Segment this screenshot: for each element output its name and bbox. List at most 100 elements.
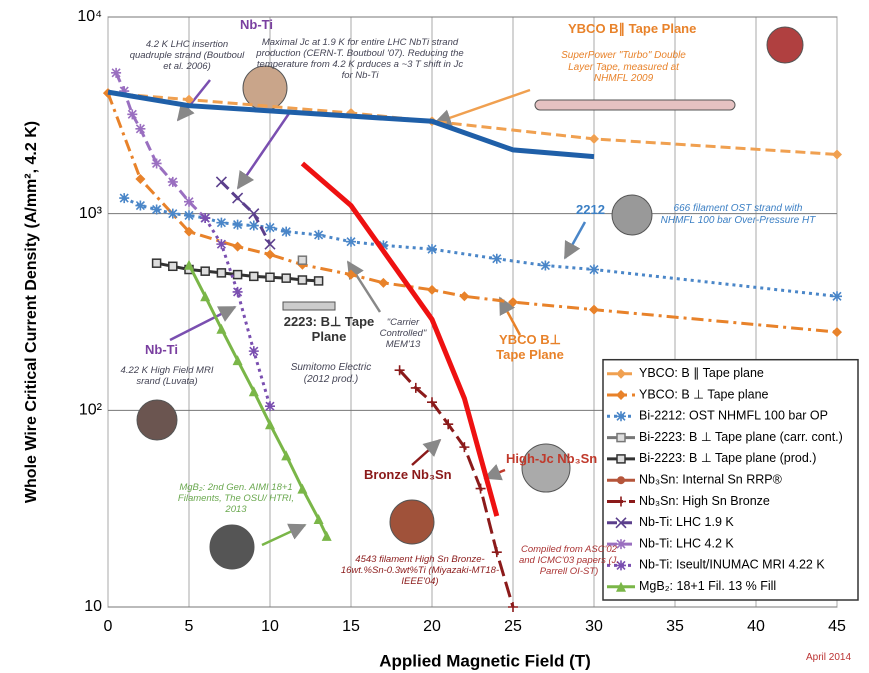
x-axis-label: Applied Magnetic Field (T) — [379, 651, 591, 670]
wire-image — [612, 195, 652, 235]
x-tick-label: 20 — [423, 618, 441, 635]
x-tick-label: 0 — [104, 618, 113, 635]
annotation: YBCO B∥ Tape Plane — [568, 22, 696, 37]
legend-label: Bi-2212: OST NHMFL 100 bar OP — [639, 409, 828, 423]
annotation: YBCO B⊥ Tape Plane — [488, 333, 572, 363]
annotation: Compiled from ASC'02 and ICMC'03 papers … — [514, 545, 624, 578]
marker — [249, 346, 259, 356]
tape-image — [283, 302, 335, 310]
marker — [201, 267, 209, 275]
marker — [169, 262, 177, 270]
annotation: Sumitomo Electric (2012 prod.) — [286, 362, 376, 385]
marker — [346, 237, 356, 247]
marker — [216, 239, 226, 249]
marker — [233, 355, 243, 365]
annotation: Maximal Jc at 1.9 K for entire LHC NbTi … — [255, 38, 465, 82]
arrow — [435, 90, 530, 123]
annotation: 4.2 K LHC insertion quadruple strand (Bo… — [128, 40, 246, 73]
annotation: Nb-Ti — [145, 343, 178, 358]
annotation: MgB₂: 2nd Gen. AIMI 18+1 Filaments, The … — [167, 483, 305, 516]
marker — [216, 177, 226, 187]
marker — [184, 210, 194, 220]
y-tick-label: 10 — [84, 598, 102, 615]
marker — [200, 213, 210, 223]
marker — [233, 287, 243, 297]
arrow — [238, 112, 290, 188]
marker — [216, 218, 226, 228]
y-tick-label: 10⁴ — [77, 8, 102, 25]
legend-label: Nb-Ti: Iseult/INUMAC MRI 4.22 K — [639, 558, 825, 572]
marker — [832, 149, 842, 159]
marker — [135, 201, 145, 211]
marker — [200, 291, 210, 301]
legend-label: Nb₃Sn: Internal Sn RRP® — [639, 472, 783, 486]
x-tick-label: 40 — [747, 618, 765, 635]
marker — [492, 254, 502, 264]
marker — [184, 260, 194, 270]
x-tick-label: 25 — [504, 618, 522, 635]
marker — [135, 124, 145, 134]
marker — [234, 271, 242, 279]
arrow — [262, 525, 305, 545]
marker — [298, 256, 306, 264]
annotation: 666 filament OST strand with NHMFL 100 b… — [658, 203, 818, 226]
legend-label: YBCO: B ⊥ Tape plane — [639, 387, 769, 401]
annotation: 2223: B⊥ Tape Plane — [283, 315, 375, 345]
annotation: April 2014 — [806, 652, 851, 664]
marker — [540, 261, 550, 271]
annotation: 4.22 K High Field MRI srand (Luvata) — [113, 366, 221, 388]
marker — [265, 249, 275, 259]
marker — [265, 419, 275, 429]
marker — [216, 324, 226, 334]
wire-image — [210, 525, 254, 569]
tape-image — [535, 100, 735, 110]
logo — [767, 27, 803, 63]
page: Applied Magnetic Field (T) Whole Wire Cr… — [0, 0, 869, 673]
arrow — [412, 440, 440, 465]
marker — [233, 242, 243, 252]
wire-image — [137, 400, 177, 440]
x-tick-label: 45 — [828, 618, 846, 635]
annotation: High-Jc Nb₃Sn — [506, 452, 597, 467]
marker — [266, 273, 274, 281]
legend-label: MgB₂: 18+1 Fil. 13 % Fill — [639, 579, 776, 593]
marker — [314, 230, 324, 240]
legend-label: YBCO: B ∥ Tape plane — [639, 366, 764, 380]
arrow — [565, 222, 585, 258]
marker — [589, 134, 599, 144]
annotation: "Carrier Controlled" MEM'13 — [366, 318, 440, 351]
marker — [168, 177, 178, 187]
marker — [127, 109, 137, 119]
wire-image — [390, 500, 434, 544]
series-line — [221, 182, 270, 244]
marker — [459, 291, 469, 301]
legend-label: Nb-Ti: LHC 1.9 K — [639, 515, 734, 529]
x-tick-label: 10 — [261, 618, 279, 635]
marker — [265, 401, 275, 411]
marker — [832, 327, 842, 337]
marker — [111, 68, 121, 78]
x-tick-label: 35 — [666, 618, 684, 635]
arrow — [348, 262, 380, 312]
marker — [322, 531, 332, 541]
marker — [427, 244, 437, 254]
marker — [508, 297, 518, 307]
x-tick-label: 5 — [185, 618, 194, 635]
marker — [135, 174, 145, 184]
marker — [152, 158, 162, 168]
marker — [217, 269, 225, 277]
marker — [298, 276, 306, 284]
marker — [233, 220, 243, 230]
marker — [427, 285, 437, 295]
marker — [281, 227, 291, 237]
annotation: SuperPower "Turbo" Double Layer Tape, me… — [556, 50, 691, 85]
marker — [616, 411, 626, 421]
annotation: Nb-Ti — [240, 18, 273, 33]
legend-label: Nb₃Sn: High Sn Bronze — [639, 494, 770, 508]
marker — [617, 476, 625, 484]
annotation: Bronze Nb₃Sn — [364, 468, 452, 483]
marker — [153, 259, 161, 267]
marker — [378, 278, 388, 288]
marker — [265, 223, 275, 233]
marker — [119, 193, 129, 203]
